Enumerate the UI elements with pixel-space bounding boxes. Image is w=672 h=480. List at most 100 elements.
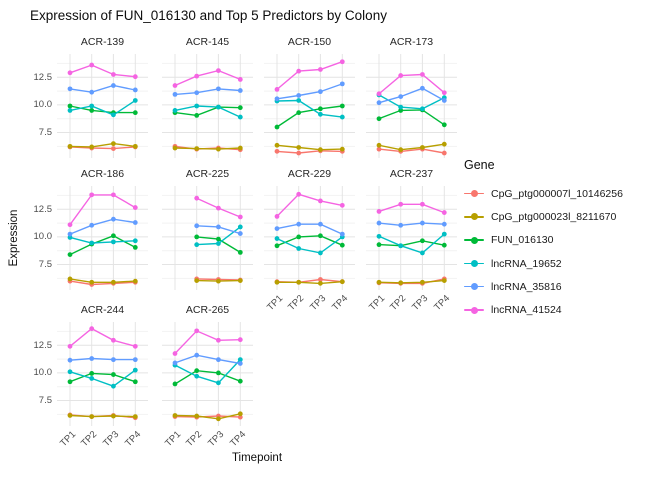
data-point-CpG_ptg000023l_8211670: [194, 146, 200, 151]
legend-key-icon: [464, 280, 484, 294]
data-point-lncRNA_41524: [237, 214, 243, 220]
legend-key-icon: [464, 303, 484, 317]
legend-entry-label: lncRNA_41524: [491, 304, 562, 317]
data-point-lncRNA_41524: [132, 205, 138, 210]
data-point-lncRNA_19652: [318, 250, 323, 256]
data-point-lncRNA_35816: [398, 94, 404, 99]
data-point-lncRNA_41524: [89, 62, 95, 68]
data-point-lncRNA_19652: [274, 236, 280, 241]
legend-entry-label: FUN_016130: [491, 234, 554, 247]
x-tick-label: TP1: [57, 429, 78, 450]
data-point-lncRNA_41524: [339, 202, 345, 208]
x-tick-label: TP3: [410, 293, 431, 314]
data-point-FUN_016130: [67, 379, 73, 385]
x-tick-label: TP2: [79, 429, 100, 450]
data-point-CpG_ptg000023l_8211670: [420, 279, 425, 285]
data-point-lncRNA_19652: [89, 103, 95, 109]
data-point-FUN_016130: [296, 234, 302, 240]
series-line-FUN_016130: [69, 235, 136, 256]
data-point-lncRNA_35816: [132, 87, 138, 93]
y-tick-label: 7.5: [38, 259, 52, 271]
series-line-CpG_ptg000023l_8211670: [174, 147, 241, 150]
series-line-FUN_016130: [174, 369, 241, 385]
data-point-lncRNA_41524: [194, 73, 200, 79]
y-tick-label: 10.0: [33, 231, 53, 243]
series-line-lncRNA_35816: [69, 357, 136, 361]
data-point-lncRNA_19652: [237, 357, 243, 363]
data-point-lncRNA_19652: [237, 114, 243, 120]
data-point-lncRNA_41524: [89, 326, 95, 332]
series-line-lncRNA_35816: [174, 88, 241, 96]
data-point-lncRNA_41524: [132, 74, 138, 80]
data-point-CpG_ptg000007l_10146256: [296, 150, 302, 156]
data-point-FUN_016130: [420, 238, 425, 244]
data-point-CpG_ptg000023l_8211670: [194, 278, 200, 283]
y-tick-label: 10.0: [33, 99, 53, 111]
data-point-lncRNA_19652: [237, 224, 243, 230]
data-point-CpG_ptg000023l_8211670: [296, 279, 302, 285]
data-point-lncRNA_41524: [420, 201, 425, 207]
y-tick-label: 10.0: [33, 367, 53, 379]
data-point-lncRNA_41524: [194, 328, 200, 334]
data-point-CpG_ptg000007l_10146256: [376, 146, 382, 152]
data-point-CpG_ptg000023l_8211670: [237, 145, 243, 151]
legend-key-icon: [464, 257, 484, 271]
y-tick-label: 7.5: [38, 127, 52, 139]
data-point-lncRNA_35816: [67, 86, 73, 92]
data-point-lncRNA_19652: [441, 231, 447, 237]
legend: Gene CpG_ptg000007l_10146256 CpG_ptg00002…: [464, 158, 623, 322]
data-point-FUN_016130: [111, 372, 116, 377]
x-axis-labels: TP1 TP2 TP3 TP4: [264, 290, 355, 320]
series-line-lncRNA_41524: [174, 330, 241, 354]
data-point-FUN_016130: [67, 103, 73, 109]
data-point-FUN_016130: [339, 242, 345, 248]
data-point-CpG_ptg000023l_8211670: [274, 279, 280, 285]
legend-entry-label: lncRNA_35816: [491, 280, 562, 293]
series-line-lncRNA_19652: [378, 233, 445, 254]
x-axis-labels: TP1 TP2 TP3 TP4: [162, 426, 253, 456]
data-point-CpG_ptg000023l_8211670: [398, 280, 404, 286]
facet-strip-label: ACR-150: [287, 36, 332, 48]
series-line-lncRNA_19652: [276, 99, 343, 118]
legend-key-dot: [471, 236, 478, 244]
data-point-lncRNA_19652: [111, 383, 116, 389]
facet-strip-label: ACR-186: [80, 168, 125, 180]
series-line-lncRNA_41524: [69, 327, 136, 347]
data-point-lncRNA_41524: [339, 59, 345, 65]
data-point-CpG_ptg000023l_8211670: [172, 145, 178, 151]
data-point-CpG_ptg000007l_10146256: [318, 277, 323, 282]
data-point-lncRNA_41524: [216, 337, 221, 343]
data-point-FUN_016130: [172, 381, 178, 387]
data-point-lncRNA_41524: [296, 68, 302, 74]
data-point-lncRNA_35816: [237, 88, 243, 93]
series-line-lncRNA_19652: [69, 369, 136, 387]
data-point-lncRNA_35816: [216, 357, 221, 363]
legend-entry: lncRNA_41524: [464, 298, 623, 321]
data-point-lncRNA_19652: [172, 108, 178, 113]
data-point-lncRNA_19652: [420, 106, 425, 112]
series-line-lncRNA_35816: [276, 223, 343, 235]
y-tick-label: 12.5: [33, 339, 53, 351]
data-point-lncRNA_41524: [398, 73, 404, 78]
series-line-lncRNA_41524: [69, 64, 136, 78]
data-point-FUN_016130: [441, 122, 447, 128]
facet-panel-ACR-186: [57, 186, 148, 290]
data-point-lncRNA_35816: [420, 85, 425, 91]
facet-panel-ACR-229: [264, 186, 355, 290]
series-line-FUN_016130: [276, 105, 343, 128]
data-point-lncRNA_19652: [296, 98, 302, 103]
x-axis-title: Timepoint: [231, 452, 283, 464]
data-point-lncRNA_19652: [376, 233, 382, 239]
data-point-lncRNA_35816: [132, 357, 138, 363]
data-point-lncRNA_41524: [376, 91, 382, 97]
data-point-lncRNA_41524: [132, 343, 138, 349]
data-point-lncRNA_19652: [132, 367, 138, 373]
data-point-FUN_016130: [216, 370, 221, 376]
data-point-CpG_ptg000007l_10146256: [111, 146, 116, 151]
data-point-lncRNA_35816: [296, 221, 302, 227]
data-point-lncRNA_19652: [339, 114, 345, 120]
x-tick-label: TP4: [122, 429, 144, 450]
data-point-lncRNA_35816: [339, 231, 345, 237]
legend-entry: CpG_ptg000007l_10146256: [464, 182, 623, 205]
x-tick-label: TP3: [308, 293, 329, 314]
